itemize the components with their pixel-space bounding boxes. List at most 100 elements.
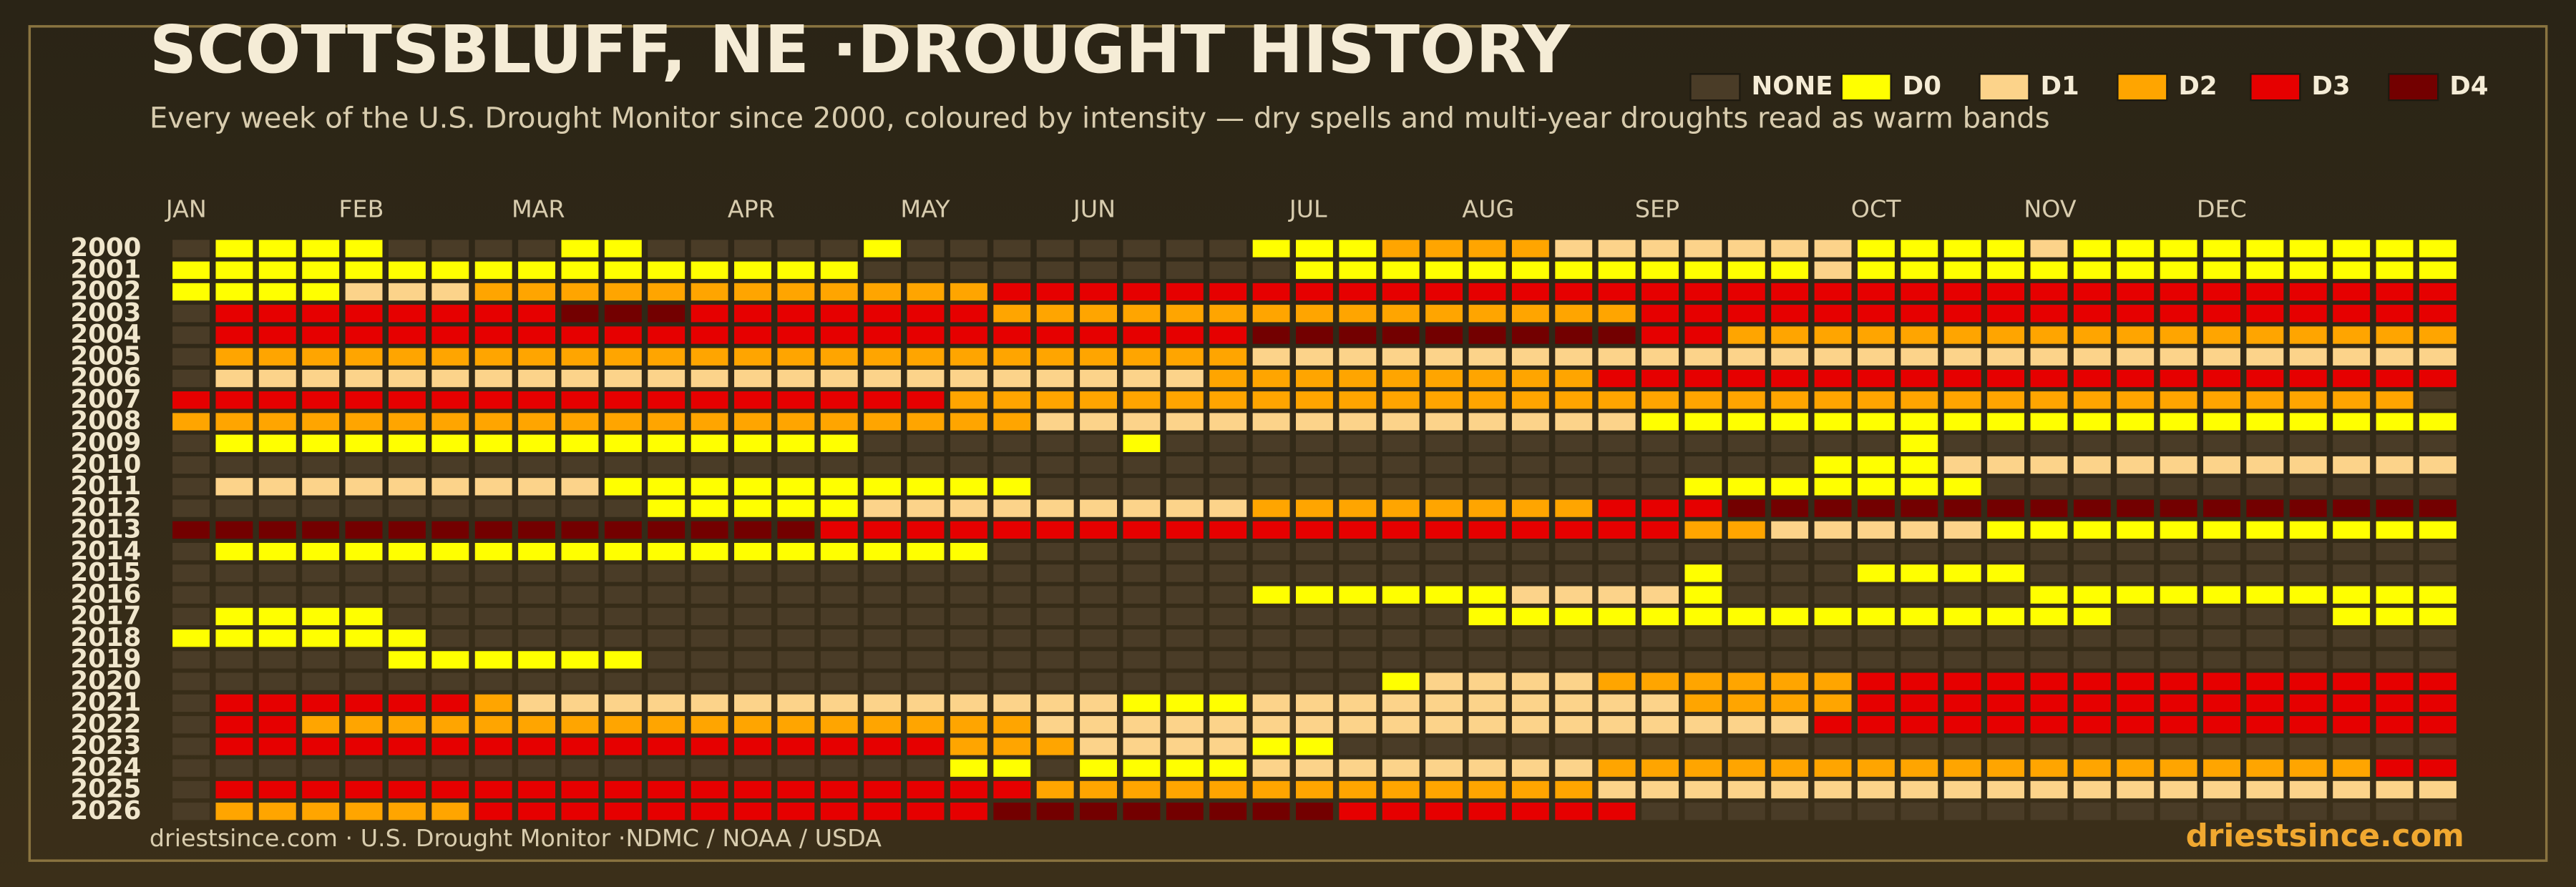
week-cell [2117,780,2155,799]
week-cell [345,391,383,409]
week-cell [950,369,987,388]
week-cell [1943,586,1981,604]
week-cell [734,240,771,258]
week-cell [1425,803,1463,820]
week-cell [1943,737,1981,755]
week-cell [1857,672,1895,690]
week-cell [2073,305,2111,323]
week-cell [1641,413,1679,431]
week-cell [1339,499,1377,517]
week-cell [1684,651,1722,669]
week-cell [2160,542,2197,561]
week-cell [1209,413,1247,431]
week-cell [1123,283,1161,301]
week-cell [1901,326,1938,344]
week-cell [2333,780,2371,799]
week-cell [302,564,340,582]
week-cell [604,369,642,388]
legend-swatch [2250,73,2301,102]
week-cell [1857,759,1895,777]
week-cell [2030,542,2068,561]
week-cell [1555,326,1593,344]
week-cell [258,694,296,712]
week-cell [518,326,556,344]
week-cell [1727,478,1765,496]
week-cell [777,542,815,561]
week-cell [1511,542,1549,561]
week-cell [431,672,469,690]
month-label: AUG [1462,195,1514,222]
week-cell [345,629,383,647]
week-cell [777,716,815,734]
week-cell [1555,283,1593,301]
week-cell [864,542,902,561]
week-cell [1468,413,1506,431]
week-cell [950,629,987,647]
year-label: 2010 [70,450,141,479]
week-cell [1771,413,1809,431]
year-label: 2022 [70,710,141,739]
week-cell [2030,716,2068,734]
week-cell [1987,434,2025,452]
week-cell [1901,434,1938,452]
week-cell [2160,521,2197,539]
week-cell [1771,283,1809,301]
week-cell [993,672,1031,690]
week-cell [2419,326,2457,344]
week-cell [777,564,815,582]
week-cell [1036,607,1074,626]
week-cell [2289,326,2327,344]
week-cell [777,803,815,820]
week-cell [2030,737,2068,755]
week-cell [561,586,599,604]
frame [28,25,2548,862]
week-cell [1036,413,1074,431]
week-cell [734,542,771,561]
week-cell [1468,672,1506,690]
legend-label: D1 [2041,72,2079,101]
week-cell [1684,780,1722,799]
week-cell [1814,240,1852,258]
week-cell [388,780,426,799]
week-cell [2376,780,2414,799]
week-cell [1857,413,1895,431]
week-cell [2203,413,2240,431]
week-cell [1252,651,1290,669]
week-cell [2419,305,2457,323]
week-cell [1080,651,1117,669]
legend-label: D3 [2311,72,2350,101]
week-cell [1166,283,1204,301]
week-cell [215,694,253,712]
week-cell [2376,499,2414,517]
week-cell [1382,283,1420,301]
week-cell [1727,586,1765,604]
week-cell [1684,413,1722,431]
week-cell [734,586,771,604]
week-cell [2073,478,2111,496]
week-cell [1123,369,1161,388]
week-cell [777,283,815,301]
week-cell [1425,499,1463,517]
week-cell [734,716,771,734]
legend-swatch [2117,73,2168,102]
week-cell [2117,283,2155,301]
week-cell [1339,564,1377,582]
week-cell [1080,780,1117,799]
week-cell [2073,456,2111,474]
week-cell [2419,240,2457,258]
week-cell [1425,305,1463,323]
week-cell [777,261,815,279]
year-label: 2004 [70,320,141,349]
week-cell [1036,261,1074,279]
week-cell [172,586,210,604]
month-label: JAN [165,195,207,222]
week-cell [2246,542,2284,561]
week-cell [691,326,728,344]
week-cell [1339,240,1377,258]
week-cell [1036,283,1074,301]
week-cell [1296,651,1333,669]
week-cell [1943,434,1981,452]
week-cell [1943,369,1981,388]
week-cell [1814,629,1852,647]
week-cell [2203,456,2240,474]
